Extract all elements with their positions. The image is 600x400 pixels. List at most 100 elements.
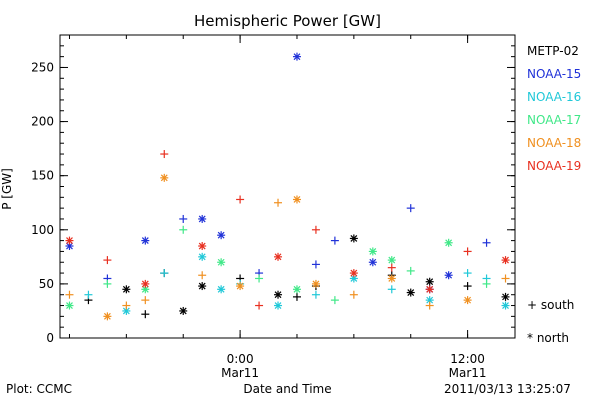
- footer-timestamp: 2011/03/13 13:25:07: [444, 382, 571, 396]
- data-point: [501, 292, 510, 301]
- data-point: [217, 258, 226, 267]
- data-point: [501, 301, 510, 310]
- data-point: [198, 252, 207, 261]
- data-point: [255, 301, 264, 310]
- data-point: [65, 301, 74, 310]
- data-point: [65, 236, 74, 245]
- data-point: [387, 285, 396, 294]
- legend-noaa-16: NOAA-16: [527, 90, 582, 104]
- data-point: [141, 296, 150, 305]
- data-point: [103, 279, 112, 288]
- data-point: [444, 271, 453, 280]
- data-point: [349, 290, 358, 299]
- data-point: [198, 282, 207, 291]
- legend-north-marker: * north: [527, 331, 570, 345]
- legend-south-marker: + south: [527, 298, 575, 312]
- y-axis: 0 50 100 150 200 250: [31, 34, 515, 345]
- data-point: [425, 301, 434, 310]
- x-tick-label-date: Mar11: [221, 366, 259, 380]
- data-point: [141, 279, 150, 288]
- data-point: [311, 260, 320, 269]
- data-point: [311, 225, 320, 234]
- data-point: [179, 225, 188, 234]
- data-point: [217, 285, 226, 294]
- data-point: [330, 296, 339, 305]
- data-point: [311, 279, 320, 288]
- data-point: [198, 242, 207, 251]
- data-point: [330, 236, 339, 245]
- data-point: [236, 282, 245, 291]
- data-point: [198, 271, 207, 280]
- data-point: [463, 269, 472, 278]
- data-point: [292, 292, 301, 301]
- data-point: [179, 306, 188, 315]
- data-point: [122, 301, 131, 310]
- data-point: [84, 290, 93, 299]
- data-point: [292, 285, 301, 294]
- footer-plot-source: Plot: CCMC: [6, 382, 72, 396]
- legend-metp-02: METP-02: [527, 44, 579, 58]
- data-point: [141, 285, 150, 294]
- data-point: [274, 252, 283, 261]
- data-point: [255, 274, 264, 283]
- data-point: [425, 277, 434, 286]
- data-point: [217, 231, 226, 240]
- data-point: [387, 274, 396, 283]
- data-point: [122, 285, 131, 294]
- data-point: [274, 301, 283, 310]
- data-point: [463, 282, 472, 291]
- data-point: [349, 269, 358, 278]
- x-tick-label-time: 0:00: [227, 352, 254, 366]
- data-point: [236, 195, 245, 204]
- y-tick-label: 200: [31, 115, 54, 129]
- data-point: [122, 306, 131, 315]
- data-point: [198, 214, 207, 223]
- data-point: [141, 236, 150, 245]
- data-point: [406, 204, 415, 213]
- data-point: [274, 290, 283, 299]
- y-tick-label: 100: [31, 223, 54, 237]
- data-point: [387, 256, 396, 265]
- y-tick-label: 250: [31, 60, 54, 74]
- data-point: [103, 312, 112, 321]
- y-tick-label: 150: [31, 169, 54, 183]
- data-point: [406, 288, 415, 297]
- data-point: [349, 234, 358, 243]
- y-tick-label: 50: [39, 277, 54, 291]
- data-point: [425, 296, 434, 305]
- data-point: [103, 256, 112, 265]
- data-point: [406, 266, 415, 275]
- data-point: [179, 214, 188, 223]
- data-point: [311, 290, 320, 299]
- data-point: [292, 195, 301, 204]
- legend-noaa-17: NOAA-17: [527, 113, 582, 127]
- x-axis-label: Date and Time: [243, 382, 332, 396]
- data-point: [501, 274, 510, 283]
- data-point: [425, 285, 434, 294]
- data-point: [444, 238, 453, 247]
- data-point: [141, 310, 150, 319]
- legend-noaa-18: NOAA-18: [527, 136, 582, 150]
- chart-title: Hemispheric Power [GW]: [194, 12, 381, 30]
- data-point: [463, 296, 472, 305]
- data-point: [501, 256, 510, 265]
- data-point: [160, 173, 169, 182]
- legend-noaa-19: NOAA-19: [527, 159, 582, 173]
- data-points: [65, 52, 510, 321]
- plot-frame: [59, 34, 516, 339]
- x-tick-label-time: 12:00: [450, 352, 485, 366]
- y-axis-label: P [GW]: [0, 168, 14, 210]
- data-point: [482, 238, 491, 247]
- legend-noaa-15: NOAA-15: [527, 67, 582, 81]
- x-axis: 0:00Mar1112:00Mar110:00Mar1212:00Mar120:…: [68, 35, 487, 380]
- data-point: [65, 290, 74, 299]
- data-point: [160, 269, 169, 278]
- y-tick-label: 0: [46, 331, 54, 345]
- data-point: [482, 279, 491, 288]
- data-point: [292, 52, 301, 61]
- data-point: [387, 263, 396, 272]
- data-point: [274, 198, 283, 207]
- x-tick-label-date: Mar11: [449, 366, 487, 380]
- data-point: [368, 258, 377, 267]
- data-point: [463, 247, 472, 256]
